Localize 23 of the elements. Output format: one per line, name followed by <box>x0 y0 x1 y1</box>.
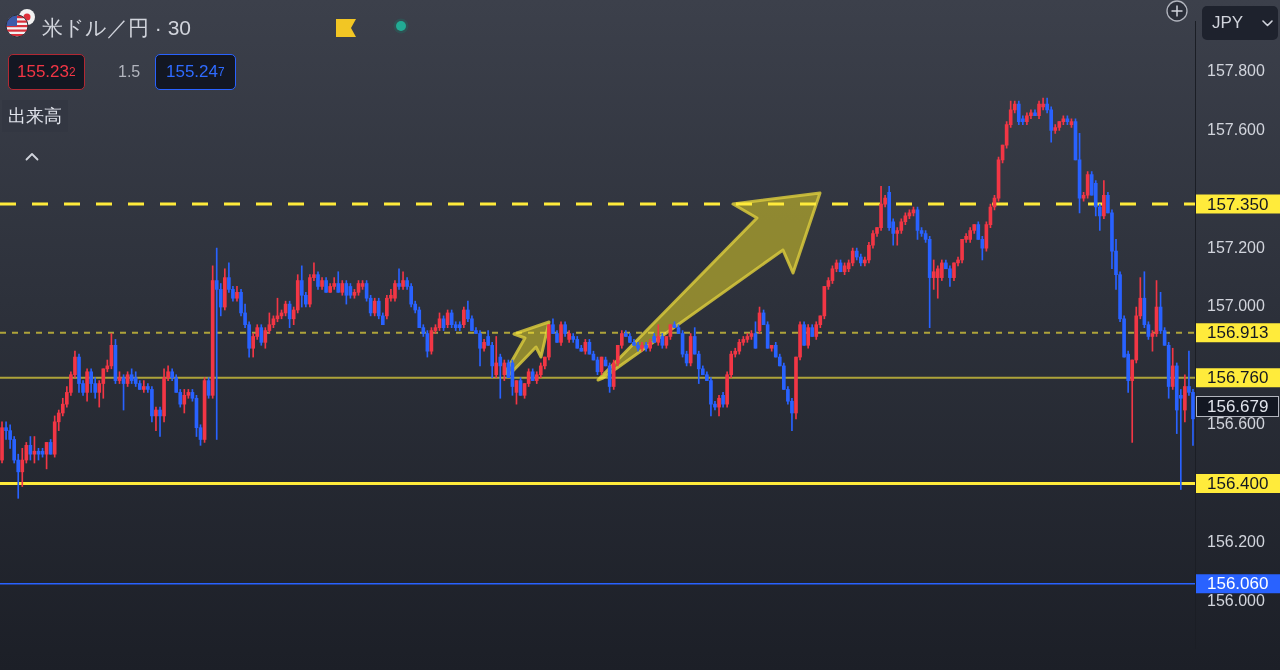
y-tick-label: 157.200 <box>1207 238 1265 256</box>
ref-line-label: 156.400 <box>1207 474 1269 494</box>
annotation: 1.5 <box>118 62 141 82</box>
ref-line-label: 156.913 <box>1207 323 1269 343</box>
annotation: 出来高 <box>2 100 68 132</box>
y-tick-label: 156.200 <box>1207 532 1265 550</box>
ref-line-label: 157.350 <box>1207 194 1269 214</box>
candlestick <box>397 268 401 290</box>
ref-line-label: 156.760 <box>1207 368 1269 388</box>
ref-line-label: 156.060 <box>1207 574 1269 594</box>
candlestick <box>931 259 936 290</box>
candlestick <box>498 353 503 399</box>
chart-title: 米ドル／円 · 30 <box>42 15 192 41</box>
candlestick <box>158 406 162 437</box>
y-tick-label: 157.800 <box>1207 62 1265 80</box>
y-tick-label: 156.000 <box>1207 591 1265 609</box>
y-tick-label: 157.000 <box>1207 297 1265 315</box>
text: 156.679 <box>1196 396 1279 417</box>
candlestick <box>214 247 219 440</box>
y-tick-label: 157.600 <box>1207 120 1265 138</box>
y-tick-label: 156.600 <box>1207 415 1265 433</box>
candlestick <box>154 406 158 431</box>
text: JPY <box>1202 6 1278 40</box>
